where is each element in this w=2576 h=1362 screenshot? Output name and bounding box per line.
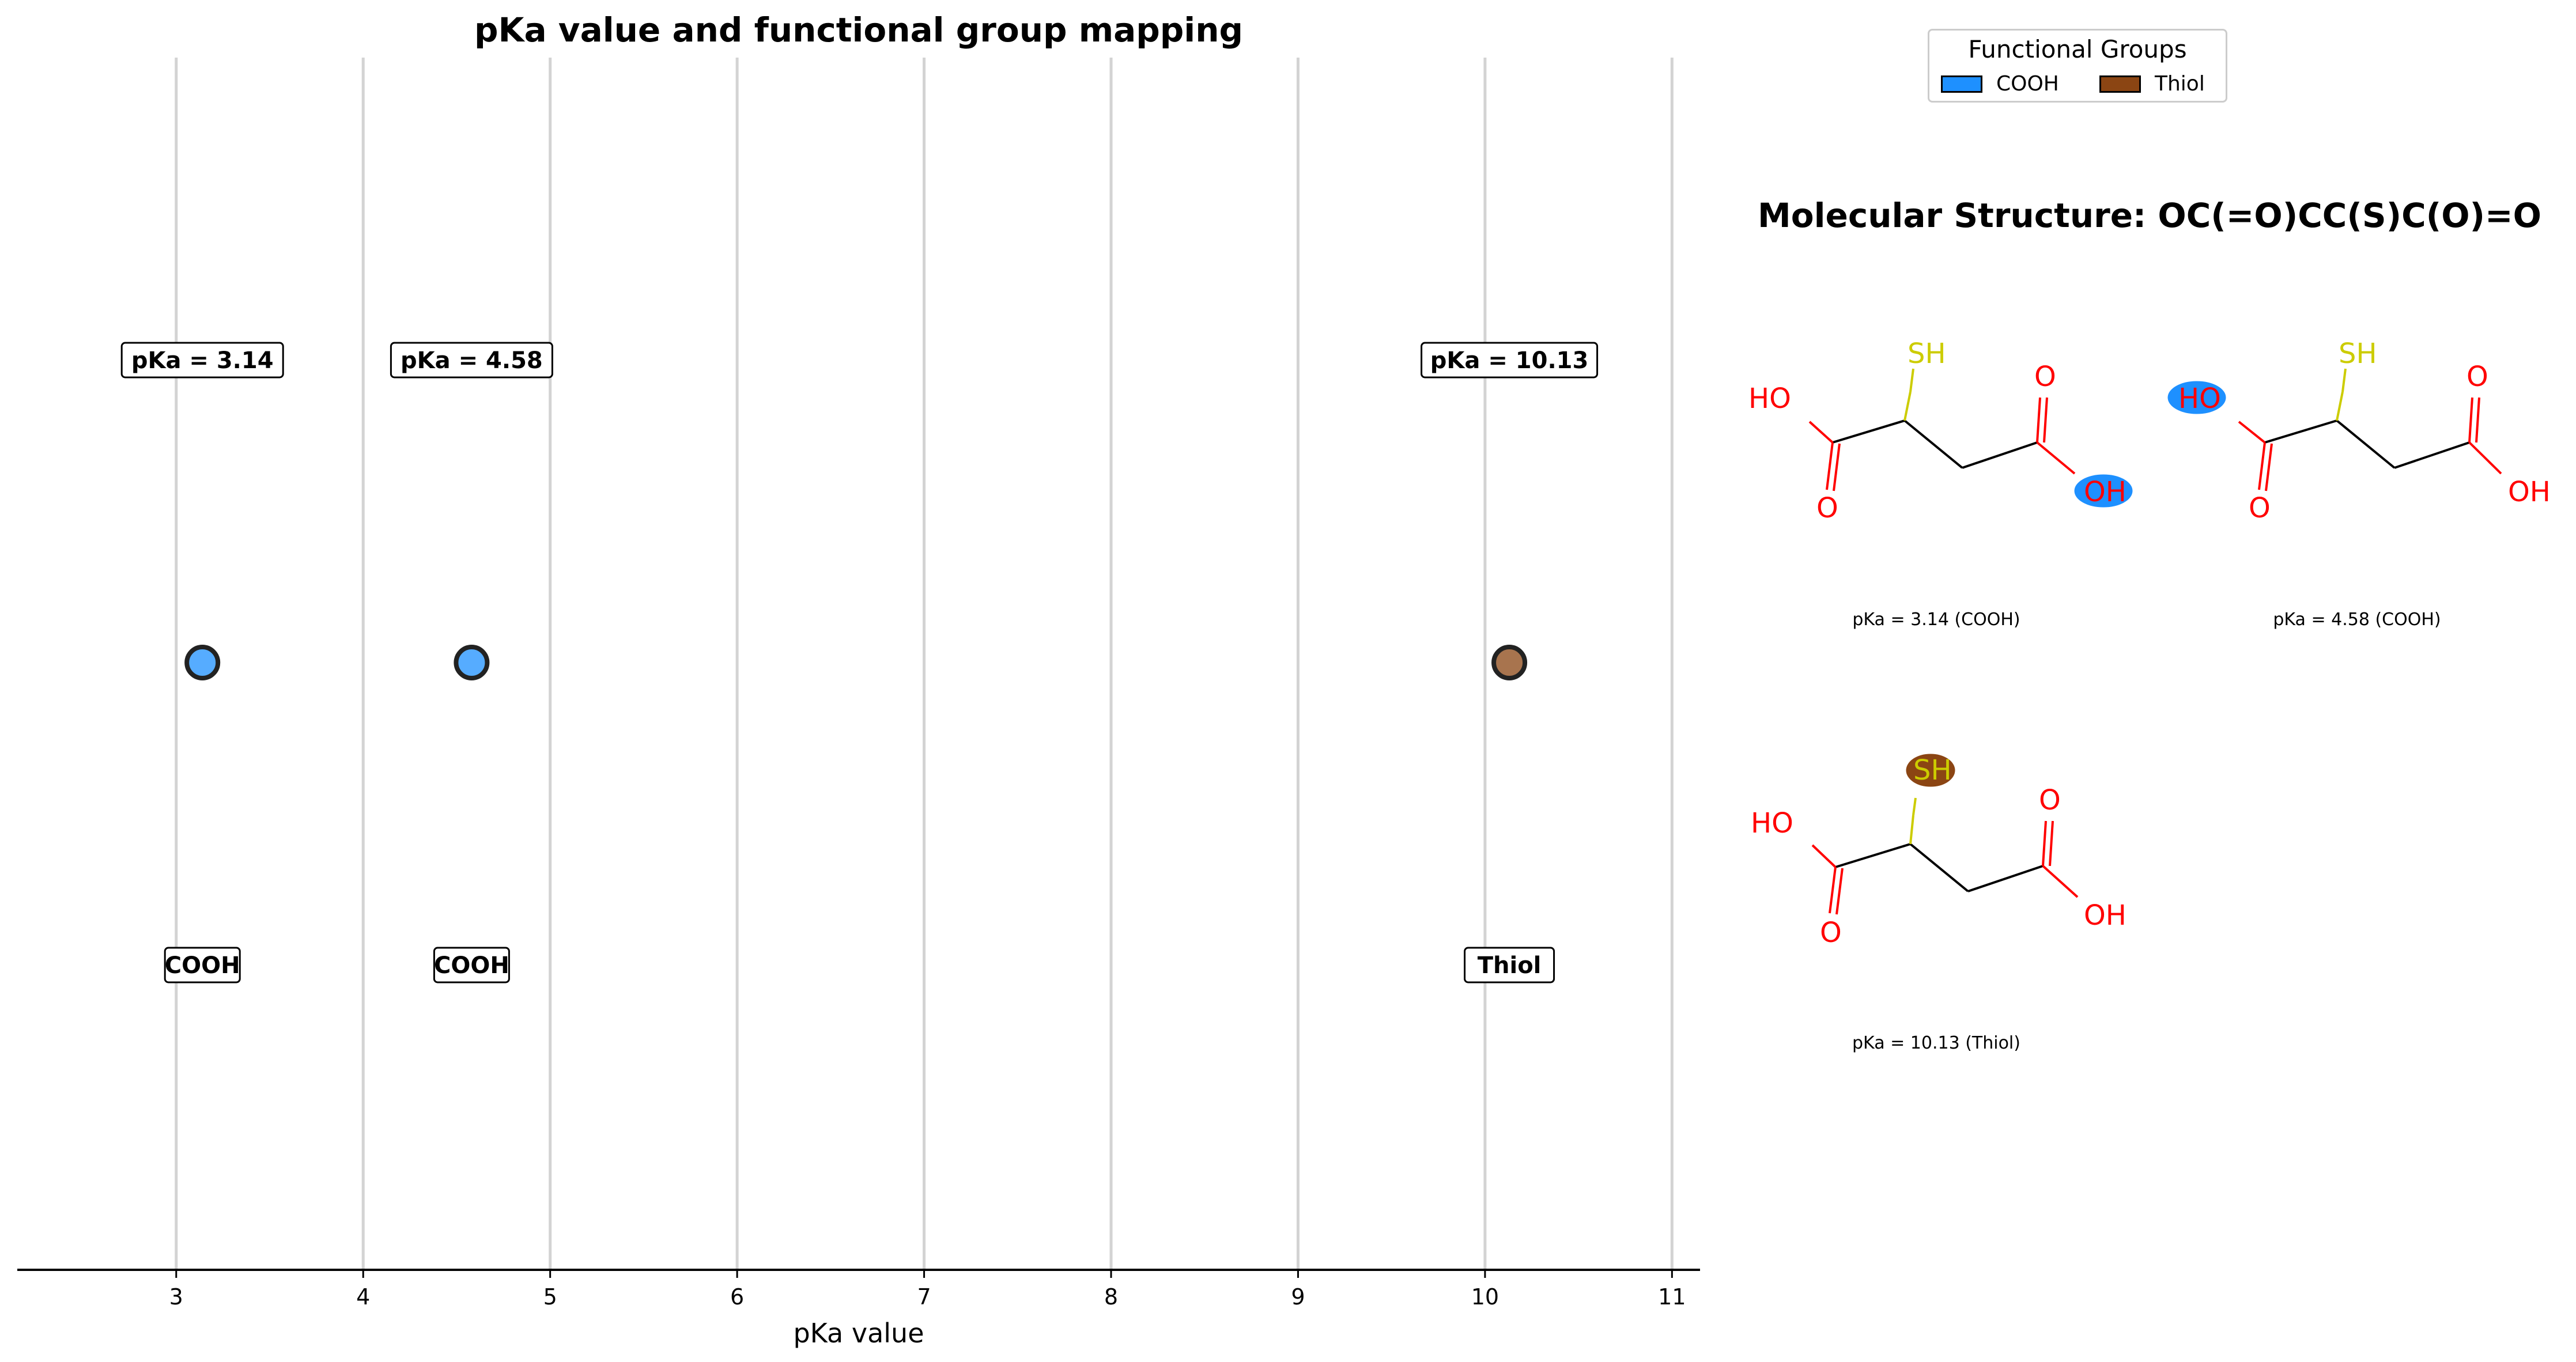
chart-title: pKa value and functional group mapping <box>474 10 1243 50</box>
data-points: pKa = 3.14 COOH pKa = 4.58 COOH pKa = 10.13 T… <box>120 342 1599 983</box>
atom-oh: OH <box>2084 476 2126 508</box>
data-point-3 <box>1491 645 1528 680</box>
highlight-sh <box>1906 754 1955 787</box>
atom-ho: HO <box>2178 383 2221 415</box>
molecule-panel-2: SH HO O O OH pKa = 4.58 (COOH) <box>2155 323 2559 645</box>
atom-o-right: O <box>2039 784 2061 816</box>
group-label-3-text: Thiol <box>1478 952 1542 979</box>
atom-sh: SH <box>1913 754 1952 786</box>
pka-label-2-box <box>390 342 553 379</box>
gridlines <box>175 58 1674 1270</box>
legend-swatch-cooh <box>1941 75 1982 93</box>
x-tick-label-6: 6 <box>730 1284 744 1310</box>
legend-item-thiol: Thiol <box>2099 72 2205 96</box>
legend-label-thiol: Thiol <box>2155 72 2205 96</box>
group-label-1-text: COOH <box>165 952 240 979</box>
x-tick-label-4: 4 <box>356 1284 370 1310</box>
group-label-1-box <box>164 947 241 983</box>
atom-o-left: O <box>1820 917 1842 949</box>
pka-label-1: pKa = 3.14 <box>120 342 284 379</box>
data-point-2 <box>454 645 490 680</box>
highlight-oh <box>2074 474 2133 508</box>
atom-o-left: O <box>2249 492 2271 524</box>
atom-ho: HO <box>1748 383 1791 415</box>
atom-ho: HO <box>1751 807 1793 839</box>
pka-label-3: pKa = 10.13 <box>1421 342 1599 379</box>
pka-label-3-box <box>1421 342 1599 379</box>
atom-oh: OH <box>2508 476 2551 508</box>
atom-o-left: O <box>1816 492 1838 524</box>
legend-label-cooh: COOH <box>1996 72 2059 96</box>
legend: Functional Groups COOH Thiol <box>1928 29 2227 103</box>
pka-label-2: pKa = 4.58 <box>390 342 553 379</box>
molecule-panel-1: SH HO O O OH pKa = 3.14 (COOH) <box>1735 323 2138 645</box>
group-label-3-box <box>1464 947 1555 983</box>
pka-label-1-text: pKa = 3.14 <box>131 347 274 374</box>
atom-sh: SH <box>1908 338 1946 370</box>
group-label-1: COOH <box>164 947 241 983</box>
x-tick-label-8: 8 <box>1104 1284 1118 1310</box>
x-tick-label-11: 11 <box>1658 1284 1686 1310</box>
x-tick-label-3: 3 <box>169 1284 183 1310</box>
x-tick-label-7: 7 <box>917 1284 931 1310</box>
pka-label-1-box <box>120 342 284 379</box>
molecule-drawing-2: SH HO O O OH <box>2167 338 2551 524</box>
highlight-ho <box>2167 381 2226 414</box>
group-label-3: Thiol <box>1464 947 1555 983</box>
molecule-panel-3: SH HO O O OH pKa = 10.13 (Thiol) <box>1735 746 2138 1069</box>
atom-sh: SH <box>2339 338 2377 370</box>
legend-swatch-thiol <box>2099 75 2141 93</box>
x-tick-label-10: 10 <box>1471 1284 1499 1310</box>
group-label-2-text: COOH <box>434 952 509 979</box>
legend-title: Functional Groups <box>1968 35 2187 63</box>
molecule-drawing-1: SH HO O O OH <box>1748 338 2133 524</box>
pka-label-3-text: pKa = 10.13 <box>1430 347 1589 374</box>
molecule-drawing-3: SH HO O O OH <box>1751 754 2126 949</box>
molecule-title: Molecular Structure: OC(=O)CC(S)C(O)=O <box>1758 196 2541 235</box>
pka-label-2-text: pKa = 4.58 <box>401 347 543 374</box>
molecule-caption-3: pKa = 10.13 (Thiol) <box>1852 1033 2020 1053</box>
legend-item-cooh: COOH <box>1941 72 2059 96</box>
group-label-2: COOH <box>433 947 510 983</box>
molecule-caption-1: pKa = 3.14 (COOH) <box>1852 610 2020 630</box>
x-tick-label-9: 9 <box>1291 1284 1305 1310</box>
molecule-caption-2: pKa = 4.58 (COOH) <box>2273 610 2441 630</box>
data-point-1 <box>184 645 221 680</box>
x-axis-ticks: 3 4 5 6 7 8 9 10 11 <box>169 1270 1686 1310</box>
atom-o-right: O <box>2467 361 2488 393</box>
atom-o-right: O <box>2034 361 2056 393</box>
x-axis-label: pKa value <box>793 1318 924 1349</box>
x-tick-label-5: 5 <box>543 1284 557 1310</box>
atom-oh: OH <box>2084 899 2126 932</box>
group-label-2-box <box>433 947 510 983</box>
